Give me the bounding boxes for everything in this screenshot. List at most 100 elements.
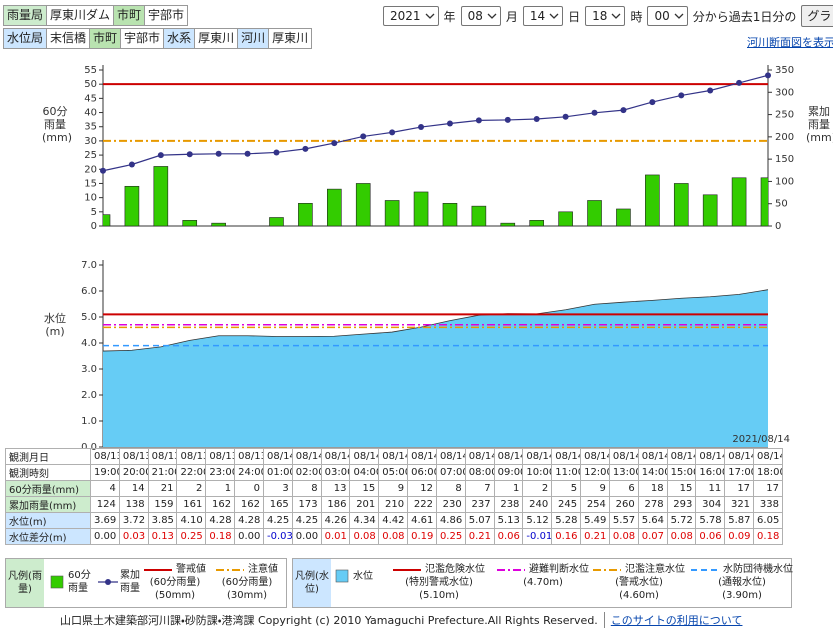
table-cell: 4.86 xyxy=(435,512,466,529)
row-label: 観測時刻 xyxy=(5,464,91,481)
terms-link[interactable]: このサイトの利用について xyxy=(603,612,742,628)
table-cell: 02:00 xyxy=(291,464,322,481)
date-controls: 2021 年 08 月 14 日 18 時 00 分から過去1日分のグラフを表示 xyxy=(383,5,833,27)
legend-label: 累加雨量 xyxy=(120,570,140,594)
legend-note: (警戒水位) xyxy=(615,577,663,588)
legend-label: 水位 xyxy=(353,570,373,582)
table-row: 観測月日08/1308/1308/1308/1308/1308/1308/140… xyxy=(5,448,783,465)
table-cell: 08/14 xyxy=(753,448,783,465)
select[interactable]: 18 xyxy=(585,6,626,26)
select-value: 18 xyxy=(592,9,608,23)
y2-tick-label: 200 xyxy=(775,132,794,143)
table-cell: 201 xyxy=(349,496,380,513)
table-cell: 08/13 xyxy=(90,448,120,465)
y-tick-label: 35 xyxy=(84,122,97,133)
legend-head: 氾濫注意水位 xyxy=(593,563,685,576)
station-row: 水位局 末信橋 市町 宇部市 水系 厚東川 河川 厚東川 xyxy=(3,28,313,49)
line-point xyxy=(244,150,251,157)
y2-axis-title: 累加雨量(mm) xyxy=(806,105,833,144)
table-cell: 0.01 xyxy=(320,528,351,545)
station-value: 宇部市 xyxy=(144,5,189,26)
bar xyxy=(384,200,400,227)
line-point xyxy=(649,99,656,106)
legend: 凡例(水位) 水位 氾濫危険水位 (特別警戒水位) (5.10m) 避難判断水位 (4.70… xyxy=(292,558,793,608)
legend-symbol xyxy=(50,575,64,589)
station-value: 厚東川 xyxy=(194,28,239,49)
line-point xyxy=(591,109,598,116)
chart-area: 0.0 1.0 2.0 3.0 4.0 5.0 6.0 7.0 2021/08/14 xyxy=(81,260,790,453)
table-cell: -0.03 xyxy=(262,528,293,545)
table-cell: 138 xyxy=(118,496,149,513)
table-cell: 7 xyxy=(464,480,495,497)
bar xyxy=(471,205,487,227)
table-cell: 16:00 xyxy=(695,464,726,481)
legend-symbol xyxy=(335,569,349,583)
legend-label: 60分雨量 xyxy=(68,570,91,594)
line-point xyxy=(678,92,685,99)
caret xyxy=(611,13,621,19)
table-cell: 15 xyxy=(349,480,380,497)
select[interactable]: 2021 xyxy=(383,6,439,26)
cumulative-line xyxy=(102,74,769,172)
table-cell: 07:00 xyxy=(435,464,466,481)
table-cell: 6 xyxy=(608,480,639,497)
table-cell: 0.18 xyxy=(205,528,236,545)
cross-section-link[interactable]: 河川断面図を表示 xyxy=(747,36,833,49)
table-cell: 0.03 xyxy=(118,528,149,545)
caret xyxy=(425,13,435,19)
legend-head: 水防団待機水位 xyxy=(691,563,793,576)
table-cell: 0.07 xyxy=(637,528,668,545)
row-label: 60分雨量(mm) xyxy=(5,480,91,497)
table-cell: 162 xyxy=(205,496,236,513)
line-point xyxy=(418,124,425,131)
table-cell: 4.61 xyxy=(407,512,437,529)
legend-note: (60分雨量) xyxy=(149,577,201,588)
bar xyxy=(211,222,226,227)
select[interactable]: 14 xyxy=(522,6,564,26)
table-cell: 5.49 xyxy=(580,512,610,529)
legend-item: 避難判断水位 (4.70m) xyxy=(497,563,589,589)
y-tick-label: 1.0 xyxy=(81,416,97,427)
unit-label: 分から過去1日分の xyxy=(692,9,797,24)
bar xyxy=(298,203,313,227)
y-tick-label: 40 xyxy=(84,108,97,119)
table-cell: 12:00 xyxy=(580,464,610,481)
table-cell: 5.13 xyxy=(493,512,524,529)
bar xyxy=(702,194,718,227)
bar xyxy=(413,191,429,227)
bar xyxy=(760,177,768,227)
table-cell: 0.25 xyxy=(176,528,207,545)
y-tick-label: 20 xyxy=(84,164,97,175)
table-cell: 10:00 xyxy=(522,464,553,481)
table-cell: 09:00 xyxy=(493,464,524,481)
table-cell: 5.78 xyxy=(695,512,726,529)
table-cell: 08/14 xyxy=(695,448,726,465)
select[interactable]: 08 xyxy=(460,6,501,26)
table-cell: 15 xyxy=(666,480,697,497)
bar xyxy=(616,208,631,227)
y2-tick-label: 250 xyxy=(775,110,794,121)
select[interactable]: 00 xyxy=(647,6,688,26)
caret xyxy=(487,13,497,19)
show-graph-button[interactable]: グラフを表示 xyxy=(801,5,833,27)
table-cell: 8 xyxy=(291,480,322,497)
table-cell: 159 xyxy=(147,496,178,513)
line-point xyxy=(360,133,367,140)
table-cell: 22:00 xyxy=(176,464,207,481)
station-value: 末信橋 xyxy=(46,28,91,49)
line-point xyxy=(389,129,396,136)
line-point xyxy=(533,116,540,123)
table-cell: 0.08 xyxy=(608,528,639,545)
line-point xyxy=(736,79,743,86)
legend-name: 氾濫注意水位 xyxy=(625,564,685,575)
table-cell: 0.00 xyxy=(90,528,120,545)
table-cell: 3 xyxy=(262,480,293,497)
table-cell: 14:00 xyxy=(637,464,668,481)
legend-value: (4.60m) xyxy=(619,590,659,601)
water-line xyxy=(102,289,769,352)
table-cell: 0.08 xyxy=(378,528,409,545)
table-cell: 0.18 xyxy=(753,528,783,545)
table-cell: 4.25 xyxy=(291,512,322,529)
legend-symbol xyxy=(593,568,621,571)
